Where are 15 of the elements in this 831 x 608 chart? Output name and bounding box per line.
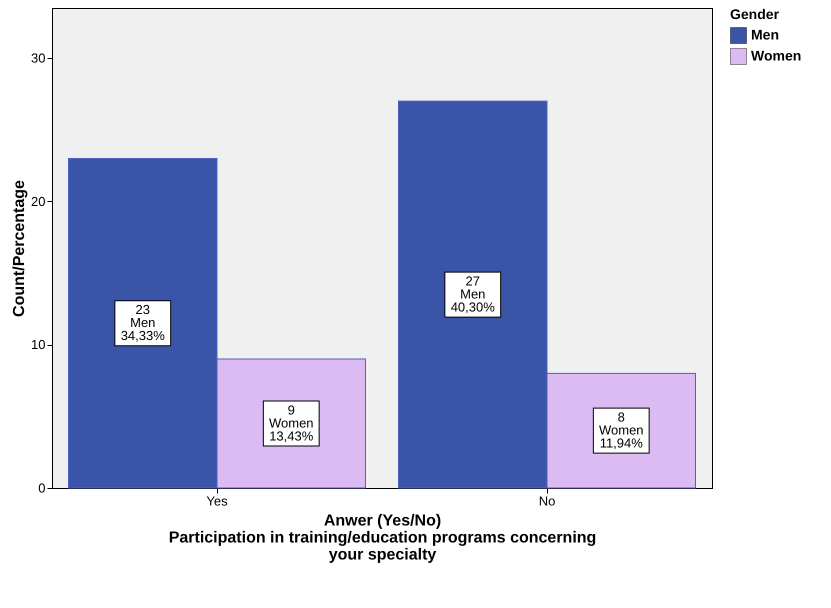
data-label: 23 Men 34,33% [120, 302, 166, 344]
legend-label: Men [751, 26, 779, 42]
y-tick-label: 0 [38, 480, 46, 496]
data-label: 8 Women 11,94% [598, 410, 644, 451]
x-axis-title: Anwer (Yes/No) Participation in training/education programs concerning your specialty [168, 512, 596, 564]
y-tick-label: 30 [31, 50, 46, 66]
data-label: 9 Women 13,43% [268, 402, 314, 444]
y-tick-label: 10 [31, 337, 46, 352]
x-tick-label: Yes [206, 494, 228, 508]
data-label: 27 Men 40,30% [450, 274, 496, 315]
legend-title: Gender [730, 6, 780, 22]
y-tick-label: 20 [31, 194, 46, 209]
legend-label: Women [751, 48, 802, 64]
y-axis-title: Count/Percentage [11, 180, 28, 317]
x-tick-label: No [538, 494, 556, 508]
